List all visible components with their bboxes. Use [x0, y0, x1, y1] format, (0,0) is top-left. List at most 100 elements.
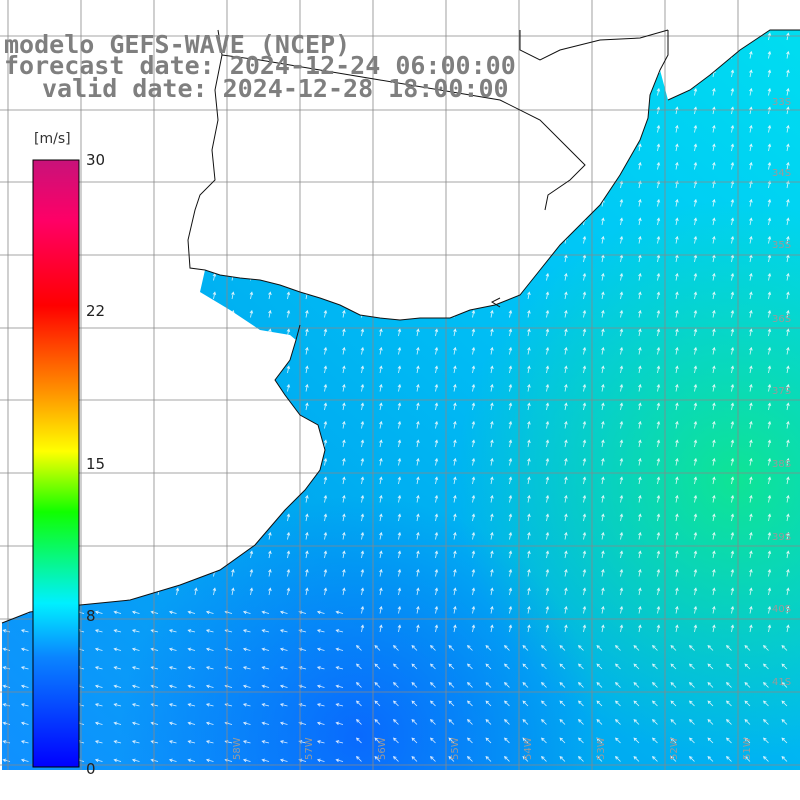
- wind-arrow: [730, 346, 735, 355]
- wind-arrow: [675, 106, 679, 115]
- wind-arrow: [749, 587, 753, 596]
- wind-arrow: [656, 124, 661, 133]
- wind-arrow: [355, 644, 362, 651]
- wind-arrow: [693, 161, 698, 170]
- wind-arrow: [564, 568, 568, 577]
- wind-arrow: [323, 198, 328, 207]
- wind-arrow: [490, 550, 494, 559]
- wind-arrow: [9, 513, 13, 522]
- wind-arrow: [527, 346, 531, 355]
- colorbar-units: [m/s]: [34, 131, 71, 147]
- wind-arrow: [268, 235, 272, 244]
- wind-arrow: [175, 106, 180, 115]
- wind-arrow: [767, 531, 772, 540]
- wind-arrow: [194, 291, 198, 300]
- wind-arrow: [545, 624, 550, 633]
- wind-arrow: [453, 217, 457, 226]
- wind-arrow: [392, 755, 399, 762]
- wind-arrow: [749, 531, 753, 540]
- wind-arrow: [323, 235, 328, 244]
- wind-arrow: [212, 309, 217, 318]
- wind-arrow: [187, 610, 196, 615]
- wind-arrow: [619, 624, 624, 633]
- wind-arrow: [323, 124, 328, 133]
- wind-arrow: [601, 439, 605, 448]
- wind-arrow: [131, 758, 140, 763]
- wind-arrow: [175, 550, 180, 559]
- wind-arrow: [471, 531, 476, 540]
- wind-arrow: [194, 346, 198, 355]
- wind-arrow: [379, 291, 383, 300]
- wind-arrow: [397, 457, 402, 466]
- wind-arrow: [286, 254, 291, 263]
- wind-arrow: [157, 346, 161, 355]
- wind-arrow: [268, 161, 272, 170]
- wind-arrow: [120, 346, 124, 355]
- wind-arrow: [249, 420, 254, 429]
- wind-arrow: [268, 439, 272, 448]
- wind-arrow: [693, 124, 698, 133]
- wind-arrow: [744, 700, 751, 707]
- wind-arrow: [27, 420, 32, 429]
- wind-arrow: [9, 254, 13, 263]
- wind-arrow: [429, 681, 436, 688]
- wind-arrow: [749, 106, 753, 115]
- wind-arrow: [601, 124, 605, 133]
- wind-arrow: [508, 531, 513, 540]
- wind-arrow: [411, 663, 418, 670]
- wind-arrow: [249, 328, 254, 337]
- wind-arrow: [448, 700, 455, 707]
- wind-arrow: [656, 198, 661, 207]
- wind-arrow: [168, 740, 177, 744]
- wind-arrow: [656, 494, 661, 503]
- wind-arrow: [527, 365, 531, 374]
- wind-arrow: [508, 550, 513, 559]
- wind-arrow: [619, 217, 624, 226]
- wind-arrow: [582, 365, 587, 374]
- wind-arrow: [305, 328, 309, 337]
- wind-arrow: [725, 681, 732, 688]
- wind-arrow: [113, 684, 122, 689]
- wind-arrow: [434, 587, 439, 596]
- wind-arrow: [503, 681, 510, 688]
- wind-arrow: [767, 235, 772, 244]
- wind-arrow: [564, 457, 568, 466]
- wind-arrow: [564, 346, 568, 355]
- wind-arrow: [762, 737, 769, 744]
- wind-arrow: [490, 587, 494, 596]
- wind-arrow: [249, 550, 254, 559]
- wind-arrow: [601, 217, 605, 226]
- wind-arrow: [249, 457, 254, 466]
- wind-arrow: [749, 309, 753, 318]
- wind-arrow: [242, 666, 251, 670]
- wind-arrow: [619, 420, 624, 429]
- wind-arrow: [286, 346, 291, 355]
- wind-arrow: [2, 610, 11, 615]
- wind-arrow: [397, 587, 402, 596]
- wind-arrow: [429, 718, 436, 725]
- wind-arrow: [601, 32, 605, 41]
- wind-arrow: [9, 272, 13, 281]
- wind-arrow: [471, 494, 476, 503]
- wind-arrow: [596, 644, 603, 651]
- wind-arrow: [693, 624, 698, 633]
- wind-arrow: [596, 700, 603, 707]
- wind-arrow: [83, 291, 87, 300]
- wind-arrow: [749, 476, 753, 485]
- wind-arrow: [466, 644, 473, 651]
- wind-arrow: [27, 328, 32, 337]
- wind-arrow: [138, 161, 143, 170]
- wind-arrow: [335, 703, 344, 707]
- wind-arrow: [619, 124, 624, 133]
- wind-arrow: [212, 439, 217, 448]
- wind-arrow: [730, 383, 735, 392]
- wind-arrow: [508, 476, 513, 485]
- wind-arrow: [601, 587, 605, 596]
- wind-arrow: [675, 217, 679, 226]
- wind-arrow: [120, 106, 124, 115]
- wind-arrow: [767, 198, 772, 207]
- wind-arrow: [577, 663, 584, 670]
- wind-arrow: [397, 346, 402, 355]
- wind-arrow: [762, 718, 769, 725]
- wind-arrow: [9, 402, 13, 411]
